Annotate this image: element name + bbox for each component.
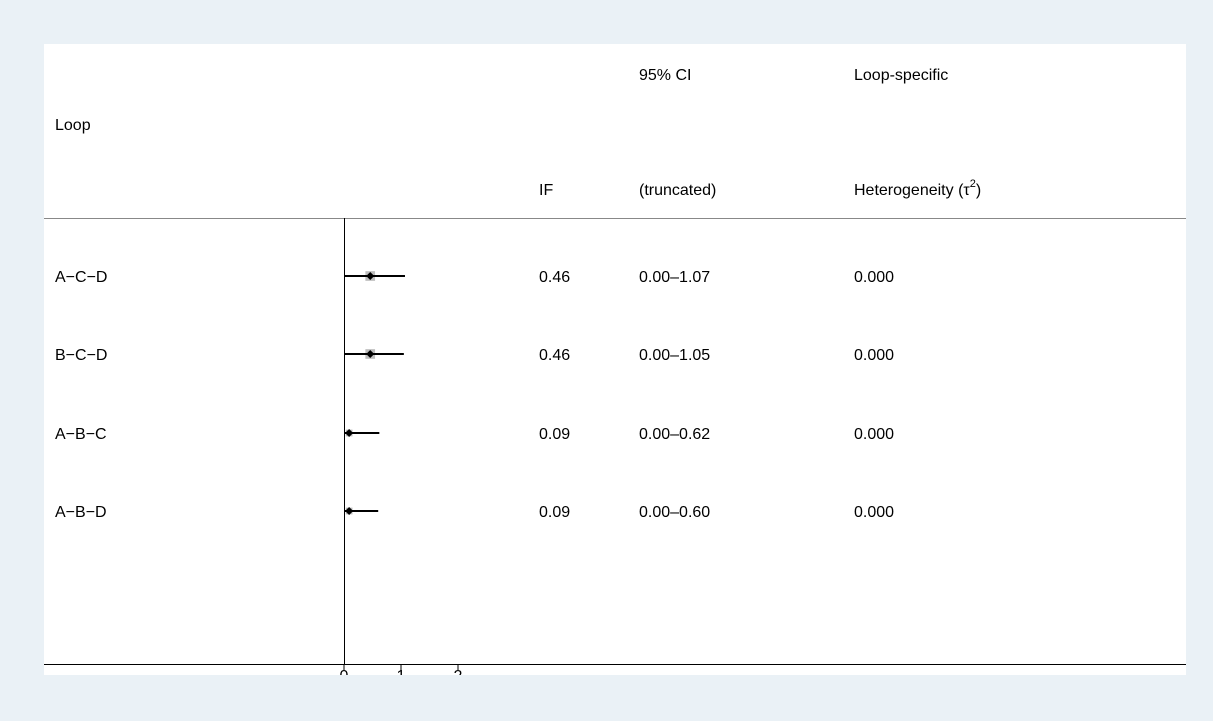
row-tau2-value: 0.000 <box>854 347 894 364</box>
point-estimate-marker <box>345 429 354 437</box>
row-if-value: 0.46 <box>539 347 570 364</box>
x-tick-label: 1 <box>397 668 406 675</box>
row-if-value: 0.46 <box>539 269 570 286</box>
row-ci-value: 0.00–1.05 <box>639 347 710 364</box>
forest-row: A−C−D 0.46 0.00–1.07 0.000 <box>55 269 894 286</box>
forest-row: B−C−D 0.46 0.00–1.05 0.000 <box>55 347 894 364</box>
row-loop-label: A−C−D <box>55 269 107 286</box>
x-tick-label: 2 <box>454 668 463 675</box>
row-ci-value: 0.00–1.07 <box>639 269 710 286</box>
forest-plot: Loop IF 95% CI (truncated) Loop-specific… <box>44 67 1186 675</box>
point-estimate-marker <box>366 350 375 358</box>
x-tick-label: 0 <box>340 668 349 675</box>
header-ci-top: 95% CI <box>639 67 691 84</box>
header-ci-bottom: (truncated) <box>639 182 716 199</box>
row-loop-label: A−B−C <box>55 426 107 443</box>
header-heterogeneity-superscript: 2 <box>970 178 976 190</box>
header-heterogeneity-close: ) <box>976 182 981 199</box>
rows-layer: A−C−D 0.46 0.00–1.07 0.000 B−C−D 0.46 0.00–1.0… <box>55 269 894 521</box>
row-if-value: 0.09 <box>539 504 570 521</box>
forest-row: A−B−C 0.09 0.00–0.62 0.000 <box>55 426 894 443</box>
header-heterogeneity-top: Loop-specific <box>854 67 948 84</box>
row-tau2-value: 0.000 <box>854 269 894 286</box>
row-if-value: 0.09 <box>539 426 570 443</box>
header-heterogeneity-bottom: Heterogeneity (τ2) <box>854 178 981 199</box>
row-loop-label: B−C−D <box>55 347 107 364</box>
header-heterogeneity-text: Heterogeneity (τ <box>854 182 970 199</box>
point-estimate-marker <box>345 507 354 515</box>
point-estimate-marker <box>366 272 375 280</box>
row-ci-value: 0.00–0.62 <box>639 426 710 443</box>
forest-plot-panel: Loop IF 95% CI (truncated) Loop-specific… <box>44 44 1186 675</box>
row-loop-label: A−B−D <box>55 504 107 521</box>
header-if: IF <box>539 182 553 199</box>
row-tau2-value: 0.000 <box>854 426 894 443</box>
x-axis-ticks: 0 1 2 <box>340 664 463 675</box>
header-loop: Loop <box>55 117 91 134</box>
row-tau2-value: 0.000 <box>854 504 894 521</box>
forest-row: A−B−D 0.09 0.00–0.60 0.000 <box>55 504 894 521</box>
row-ci-value: 0.00–0.60 <box>639 504 710 521</box>
